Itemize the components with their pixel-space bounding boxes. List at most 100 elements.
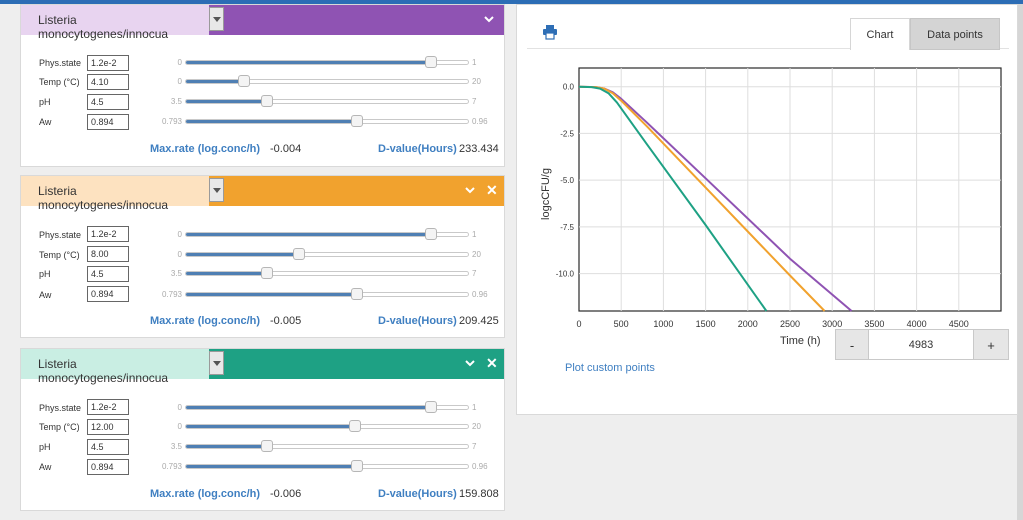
y-tick-label: -5.0	[560, 176, 574, 185]
max-rate-value: -0.006	[270, 488, 302, 500]
slider-max-label: 1	[472, 230, 477, 239]
temp-slider[interactable]	[185, 420, 469, 432]
param-label-phys-state: Phys.state	[39, 58, 82, 68]
slider-handle[interactable]	[425, 56, 438, 68]
organism-select[interactable]: Listeria monocytogenes/innocua	[21, 349, 209, 385]
slider-fill	[186, 293, 357, 296]
slider-handle[interactable]	[350, 460, 363, 472]
x-tick-label: 3000	[822, 319, 842, 329]
series-line	[578, 85, 768, 312]
x-tick-label: 500	[614, 319, 629, 329]
ph-slider[interactable]	[185, 440, 469, 452]
param-label-ph: pH	[39, 97, 51, 107]
top-bar	[0, 0, 1023, 4]
slider-handle[interactable]	[292, 248, 305, 260]
ph-input[interactable]: 4.5	[87, 266, 129, 282]
aw-slider[interactable]	[185, 288, 469, 300]
param-label-ph: pH	[39, 442, 51, 452]
slider-max-label: 0.96	[472, 290, 488, 299]
x-tick-label: 1500	[696, 319, 716, 329]
plot-custom-points-link[interactable]: Plot custom points	[565, 362, 655, 374]
organism-panel: Listeria monocytogenes/innocua ✕ Phys.st…	[20, 175, 505, 338]
slider-fill	[186, 80, 244, 83]
aw-slider[interactable]	[185, 115, 469, 127]
slider-handle[interactable]	[425, 401, 438, 413]
ph-input[interactable]: 4.5	[87, 94, 129, 110]
temp-input[interactable]: 12.00	[87, 419, 129, 435]
phys-state-slider[interactable]	[185, 56, 469, 68]
y-axis-label: logcCFU/g	[540, 168, 552, 220]
phys-state-input[interactable]: 1.2e-2	[87, 226, 129, 242]
x-tick-label: 2500	[780, 319, 800, 329]
param-label-phys-state: Phys.state	[39, 230, 82, 240]
chevron-down-icon[interactable]	[209, 178, 224, 202]
temp-input[interactable]: 8.00	[87, 246, 129, 262]
minus-button[interactable]: -	[835, 329, 869, 360]
d-value-label: D-value(Hours)	[378, 143, 457, 155]
slider-min-label: 3.5	[170, 97, 182, 106]
slider-fill	[186, 465, 357, 468]
slider-handle[interactable]	[350, 288, 363, 300]
phys-state-input[interactable]: 1.2e-2	[87, 399, 129, 415]
close-icon[interactable]: ✕	[486, 182, 498, 198]
slider-fill	[186, 120, 357, 123]
phys-state-slider[interactable]	[185, 401, 469, 413]
x-tick-label: 2000	[738, 319, 758, 329]
slider-min-label: 0.793	[161, 462, 182, 471]
param-label-phys-state: Phys.state	[39, 403, 82, 413]
d-value-value: 233.434	[459, 143, 499, 155]
temp-input[interactable]: 4.10	[87, 74, 129, 90]
slider-handle[interactable]	[425, 228, 438, 240]
slider-max-label: 0.96	[472, 462, 488, 471]
slider-fill	[186, 272, 267, 275]
slider-max-label: 20	[472, 250, 481, 259]
y-tick-label: -7.5	[560, 223, 574, 232]
close-icon[interactable]: ✕	[486, 355, 498, 371]
organism-select-label: Listeria monocytogenes/innocua	[38, 184, 169, 212]
ph-slider[interactable]	[185, 95, 469, 107]
slider-fill	[186, 445, 267, 448]
organism-select[interactable]: Listeria monocytogenes/innocua	[21, 5, 209, 41]
aw-input[interactable]: 0.894	[87, 114, 129, 130]
max-rate-label: Max.rate (log.conc/h)	[150, 143, 261, 155]
collapse-chevron-icon[interactable]	[464, 184, 476, 196]
organism-select[interactable]: Listeria monocytogenes/innocua	[21, 176, 209, 212]
printer-icon[interactable]	[542, 24, 558, 40]
time-input[interactable]: 4983	[869, 329, 973, 360]
aw-slider[interactable]	[185, 460, 469, 472]
slider-handle[interactable]	[237, 75, 250, 87]
max-rate-label: Max.rate (log.conc/h)	[150, 315, 261, 327]
tab-data-points[interactable]: Data points	[910, 18, 1000, 50]
slider-fill	[186, 406, 432, 409]
temp-slider[interactable]	[185, 75, 469, 87]
phys-state-input[interactable]: 1.2e-2	[87, 55, 129, 71]
tab-chart[interactable]: Chart	[850, 18, 910, 50]
ph-input[interactable]: 4.5	[87, 439, 129, 455]
slider-min-label: 3.5	[170, 269, 182, 278]
x-axis-label: Time (h)	[780, 335, 821, 347]
param-label-ph: pH	[39, 269, 51, 279]
param-label-temp: Temp (°C)	[39, 250, 80, 260]
window-scrollbar[interactable]	[1017, 4, 1023, 520]
slider-max-label: 1	[472, 403, 477, 412]
aw-input[interactable]: 0.894	[87, 286, 129, 302]
ph-slider[interactable]	[185, 267, 469, 279]
phys-state-slider[interactable]	[185, 228, 469, 240]
aw-input[interactable]: 0.894	[87, 459, 129, 475]
slider-handle[interactable]	[260, 95, 273, 107]
slider-handle[interactable]	[350, 115, 363, 127]
collapse-chevron-icon[interactable]	[464, 357, 476, 369]
slider-min-label: 0	[177, 403, 182, 412]
slider-max-label: 20	[472, 77, 481, 86]
slider-max-label: 7	[472, 269, 477, 278]
slider-handle[interactable]	[260, 267, 273, 279]
plus-button[interactable]: +	[973, 329, 1009, 360]
slider-handle[interactable]	[260, 440, 273, 452]
chevron-down-icon[interactable]	[209, 351, 224, 375]
slider-handle[interactable]	[349, 420, 362, 432]
collapse-chevron-icon[interactable]	[483, 13, 495, 25]
x-tick-label: 0	[576, 319, 581, 329]
temp-slider[interactable]	[185, 248, 469, 260]
slider-min-label: 0.793	[161, 290, 182, 299]
chevron-down-icon[interactable]	[209, 7, 224, 31]
